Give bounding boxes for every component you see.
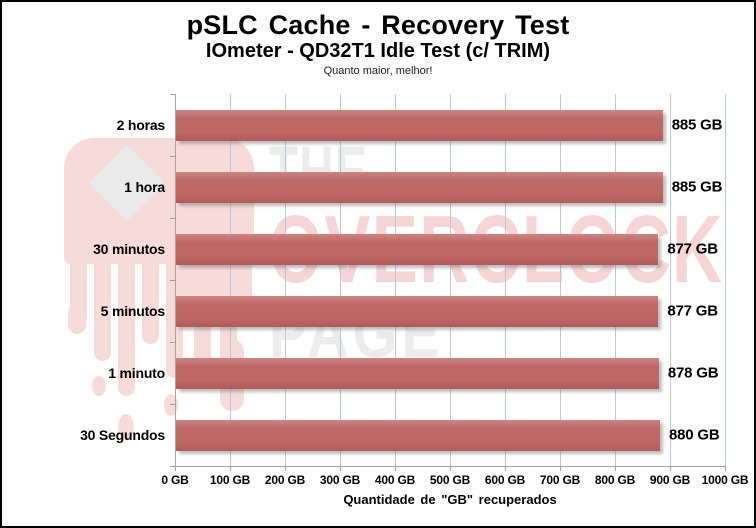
- x-tick-label: 600 GB: [484, 473, 526, 487]
- x-tick-label: 300 GB: [319, 473, 361, 487]
- chip-drip: [142, 256, 159, 344]
- chart-header: pSLC Cache - Recovery Test IOmeter - QD3…: [2, 2, 754, 78]
- watermark-drip-dot: [68, 304, 86, 330]
- chart-tagline: Quanto maior, melhor!: [323, 65, 433, 77]
- x-axis-tick: [505, 466, 506, 471]
- x-axis-tick: [175, 466, 176, 471]
- gridline: [285, 94, 286, 466]
- category-label: 1 minuto: [108, 365, 165, 381]
- y-axis-tick: [170, 342, 175, 343]
- category-label: 30 minutos: [93, 241, 165, 257]
- value-label: 878 GB: [667, 364, 719, 382]
- gridline: [450, 94, 451, 466]
- category-label: 5 minutos: [100, 303, 166, 319]
- bar-30-segundos: [176, 419, 660, 451]
- y-axis-line: [175, 94, 176, 466]
- bar-5-minutos: [176, 295, 659, 327]
- x-axis-tick: [560, 466, 561, 471]
- gridline: [395, 94, 396, 466]
- x-tick-label: 100 GB: [209, 473, 251, 487]
- chart-title: pSLC Cache - Recovery Test: [186, 10, 570, 40]
- gridline: [560, 94, 561, 466]
- x-axis-tick: [670, 466, 671, 471]
- chip-drip-dot: [68, 304, 86, 334]
- x-tick-label: 800 GB: [594, 473, 636, 487]
- x-tick-label: 700 GB: [539, 473, 581, 487]
- x-tick-label: 200 GB: [264, 473, 306, 487]
- gridline: [230, 94, 231, 466]
- value-label: 880 GB: [669, 426, 720, 444]
- x-tick-label: 1000 GB: [701, 473, 749, 487]
- category-label: 30 Segundos: [80, 427, 165, 443]
- value-label: 877 GB: [667, 302, 718, 320]
- gridline: [670, 94, 671, 466]
- y-axis-tick: [170, 94, 175, 95]
- x-tick-label: 500 GB: [429, 473, 471, 487]
- plot-area: 0 GB 100 GB 200 GB 300 GB 400 GB 500 GB 600 GB…: [80, 94, 749, 507]
- chip-drip: [70, 256, 87, 326]
- y-axis-tick: [170, 156, 175, 157]
- bar-1-minuto: [176, 357, 659, 389]
- y-axis-tick: [170, 218, 175, 219]
- chart-subtitle: IOmeter - QD32T1 Idle Test (c/ TRIM): [205, 40, 551, 62]
- x-axis-line: [171, 466, 726, 467]
- x-tick-label: 900 GB: [649, 473, 691, 487]
- x-axis-tick: [230, 466, 231, 471]
- value-label: 885 GB: [671, 178, 723, 196]
- gridline: [505, 94, 506, 466]
- y-axis-tick: [170, 466, 175, 467]
- category-label: 2 horas: [116, 117, 166, 133]
- x-axis-tick: [450, 466, 451, 471]
- bar-1-hora: [176, 171, 663, 203]
- x-axis-title: Quantidade de "GB" recuperados: [343, 492, 557, 507]
- gridline: [725, 94, 726, 466]
- y-axis-tick: [170, 404, 175, 405]
- gridline: [615, 94, 616, 466]
- value-label: 885 GB: [671, 116, 723, 134]
- x-axis-tick: [285, 466, 286, 471]
- bar-30-minutos: [176, 233, 659, 265]
- x-axis-tick: [395, 466, 396, 471]
- category-label: 1 hora: [124, 179, 165, 195]
- x-tick-label: 400 GB: [374, 473, 416, 487]
- y-axis-tick: [170, 280, 175, 281]
- value-label: 877 GB: [667, 240, 718, 258]
- x-tick-label: 0 GB: [161, 473, 189, 487]
- x-axis-tick: [725, 466, 726, 471]
- bar-2-horas: [176, 109, 663, 141]
- gridline: [340, 94, 341, 466]
- x-axis-tick: [615, 466, 616, 471]
- x-axis-tick: [340, 466, 341, 471]
- chip-drip-dot: [92, 376, 106, 396]
